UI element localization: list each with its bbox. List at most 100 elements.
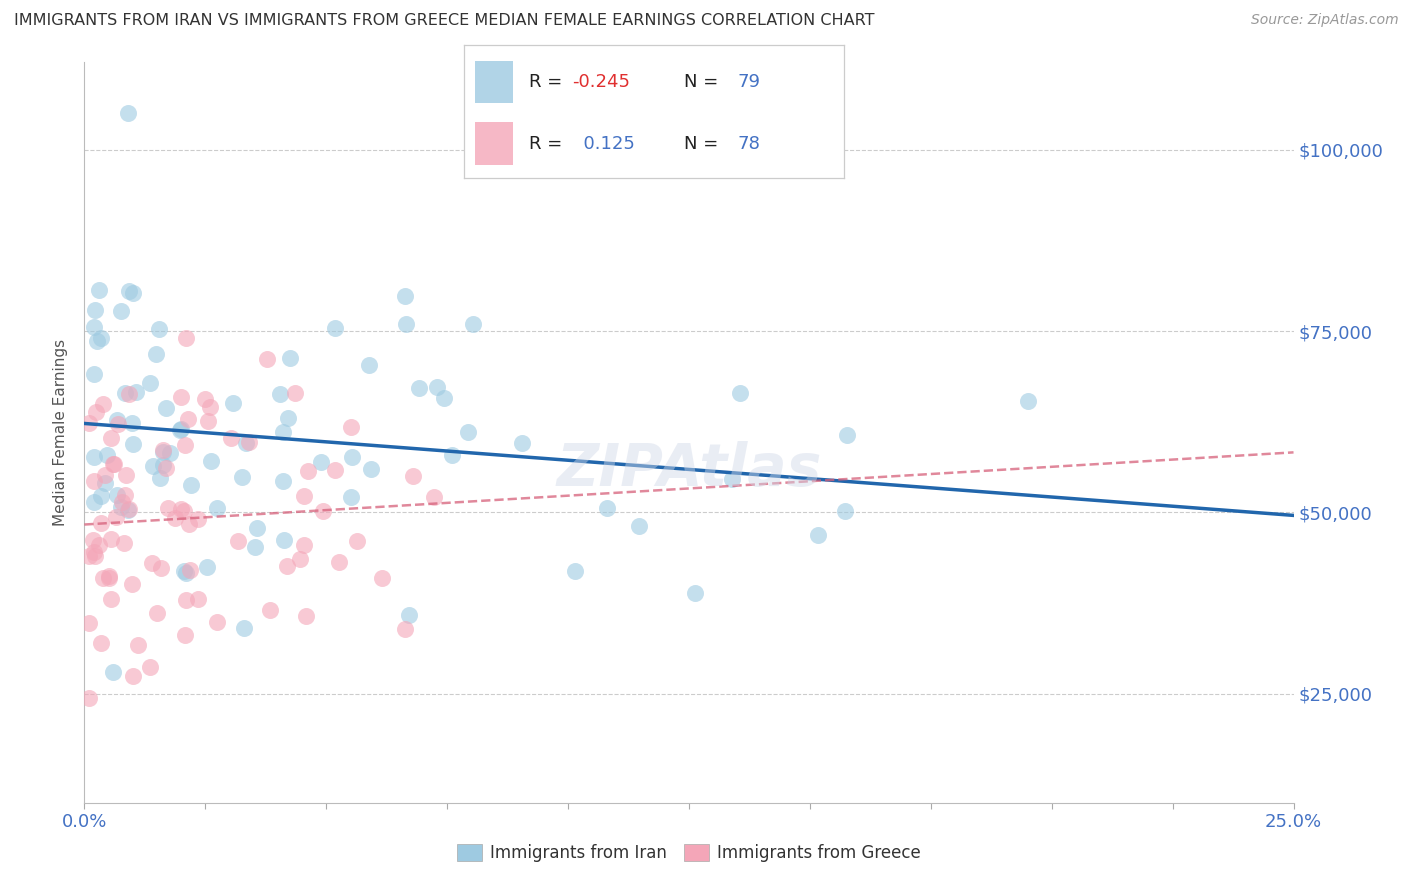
Point	[117, 106, 139, 120]
Point	[121, 669, 143, 683]
Point	[90, 331, 112, 345]
Point	[194, 392, 217, 406]
Point	[179, 563, 201, 577]
Point	[834, 504, 856, 518]
Point	[150, 561, 173, 575]
Point	[87, 284, 110, 298]
Point	[103, 457, 125, 471]
Point	[728, 386, 751, 401]
Point	[371, 571, 394, 585]
Point	[197, 414, 219, 428]
Text: 0.125: 0.125	[572, 135, 636, 153]
Point	[107, 488, 129, 502]
Point	[259, 603, 281, 617]
Point	[173, 438, 195, 452]
Point	[170, 502, 193, 516]
Point	[83, 495, 105, 509]
Point	[100, 591, 122, 606]
Point	[87, 538, 110, 552]
Point	[173, 564, 195, 578]
Point	[83, 545, 105, 559]
Text: Source: ZipAtlas.com: Source: ZipAtlas.com	[1251, 13, 1399, 28]
Point	[141, 556, 163, 570]
Point	[148, 470, 170, 484]
Point	[121, 285, 143, 300]
Point	[807, 528, 830, 542]
Text: N =: N =	[685, 135, 724, 153]
Point	[96, 449, 118, 463]
Point	[159, 446, 181, 460]
Point	[83, 549, 105, 564]
Point	[433, 391, 456, 405]
Point	[402, 468, 425, 483]
Point	[90, 636, 112, 650]
Text: 78: 78	[737, 135, 761, 153]
Point	[226, 534, 249, 549]
Text: ZIPAtlas: ZIPAtlas	[557, 442, 821, 498]
Point	[180, 478, 202, 492]
Point	[84, 405, 107, 419]
Point	[292, 489, 315, 503]
Point	[276, 558, 298, 573]
Text: -0.245: -0.245	[572, 73, 630, 91]
Point	[121, 437, 143, 451]
Point	[256, 352, 278, 367]
Point	[311, 503, 333, 517]
Point	[357, 358, 380, 372]
Point	[245, 521, 267, 535]
Point	[231, 470, 253, 484]
Point	[148, 322, 170, 336]
Point	[426, 380, 449, 394]
Point	[423, 490, 446, 504]
Point	[176, 592, 198, 607]
Point	[174, 331, 197, 345]
Point	[340, 490, 363, 504]
Point	[177, 412, 200, 426]
Point	[146, 606, 169, 620]
Point	[170, 390, 193, 404]
Point	[170, 422, 193, 436]
Point	[139, 660, 162, 674]
Point	[110, 304, 132, 318]
Point	[284, 385, 307, 400]
Point	[83, 303, 105, 318]
Point	[176, 566, 198, 580]
Point	[169, 423, 191, 437]
Point	[628, 518, 651, 533]
Point	[127, 638, 149, 652]
Point	[273, 533, 295, 547]
Point	[360, 462, 382, 476]
Point	[77, 416, 100, 430]
Point	[77, 690, 100, 705]
Point	[683, 585, 706, 599]
Point	[394, 288, 416, 302]
Point	[142, 459, 165, 474]
Point	[408, 381, 430, 395]
Point	[83, 368, 105, 382]
Point	[91, 397, 114, 411]
Point	[155, 401, 177, 415]
Point	[152, 445, 174, 459]
Point	[1017, 393, 1039, 408]
Point	[111, 495, 134, 509]
Point	[152, 442, 174, 457]
Point	[118, 387, 141, 401]
Point	[105, 413, 128, 427]
Point	[564, 564, 586, 578]
Text: R =: R =	[529, 73, 568, 91]
Point	[238, 434, 260, 449]
Point	[342, 450, 364, 465]
Point	[278, 351, 301, 365]
Point	[222, 396, 245, 410]
Point	[100, 532, 122, 546]
Point	[323, 321, 346, 335]
Point	[118, 284, 141, 298]
Point	[271, 474, 294, 488]
Point	[93, 475, 115, 490]
Text: 79: 79	[737, 73, 761, 91]
Point	[309, 455, 332, 469]
Bar	[475, 61, 513, 103]
Point	[86, 334, 108, 348]
Point	[114, 488, 136, 502]
Point	[205, 615, 228, 629]
